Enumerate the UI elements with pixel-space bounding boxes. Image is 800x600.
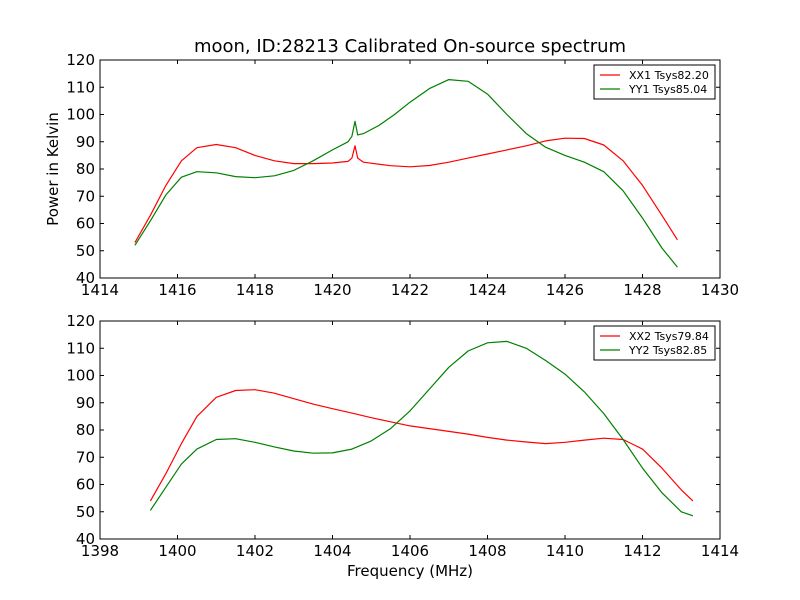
x-tick-label: 1410 [546,542,584,560]
x-tick-label: 1414 [701,542,739,560]
y-tick-label: 90 [76,394,95,412]
x-tick-label: 1408 [468,542,506,560]
x-tick-label: 1402 [236,542,274,560]
chart-title: moon, ID:28213 Calibrated On-source spec… [194,36,626,57]
x-tick-label: 1420 [313,281,351,299]
series-line-1-2 [134,78,678,268]
x-tick-label: 1414 [81,281,119,299]
plot-1: 1414 1416 1418 1420 1422 1424 1426 1428 1430 40 50… [44,51,739,299]
y-axis-label: Power in Kelvin [44,112,62,226]
y-tick-label: 50 [76,503,95,521]
y-tick-label: 70 [76,187,95,205]
legend-box [593,325,716,361]
y-tick-label: 120 [66,312,95,330]
x-tick-label: 1406 [391,542,429,560]
x-tick-label: 1424 [468,281,506,299]
legend-label: XX2 Tsys79.84 [629,330,709,343]
y-tick-label: 110 [66,78,95,96]
y-tick-label: 40 [76,269,95,287]
x-tick-label: 1412 [623,542,661,560]
y-tick-label: 100 [66,367,95,385]
series-line-2-1 [149,389,694,502]
series-line-2-2 [149,340,694,517]
legend-box [593,64,716,100]
x-tick-label: 1418 [236,281,274,299]
y-tick-label: 120 [66,51,95,69]
x-tick-label: 1398 [81,542,119,560]
x-tick-label: 1404 [313,542,351,560]
x-tick-label: 1426 [546,281,584,299]
y-tick-label: 70 [76,448,95,466]
y-tick-label: 60 [76,215,95,233]
y-tick-label: 80 [76,160,95,178]
legend-label: YY2 Tsys82.85 [628,344,707,357]
legend-label: XX1 Tsys82.20 [629,69,709,82]
x-axis-label: Frequency (MHz) [347,562,473,580]
x-tick-label: 1416 [158,281,196,299]
x-tick-label: 1422 [391,281,429,299]
y-tick-label: 50 [76,242,95,260]
x-tick-label: 1430 [701,281,739,299]
x-tick-label: 1400 [158,542,196,560]
legend-label: YY1 Tsys85.04 [628,83,707,96]
y-tick-label: 60 [76,476,95,494]
y-tick-label: 80 [76,421,95,439]
series-line-1-1 [134,137,678,243]
y-tick-label: 90 [76,133,95,151]
y-tick-label: 100 [66,106,95,124]
x-tick-label: 1428 [623,281,661,299]
plot-2: 1398 1400 1402 1404 1406 1408 1410 1412 1414 40 50… [66,312,739,580]
y-tick-label: 110 [66,339,95,357]
y-tick-label: 40 [76,530,95,548]
